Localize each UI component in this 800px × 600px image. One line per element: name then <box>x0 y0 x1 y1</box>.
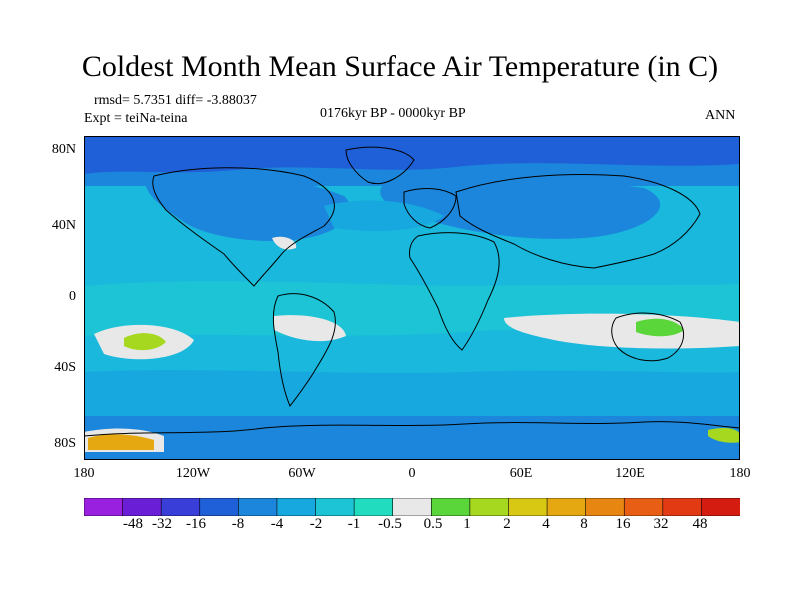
north-america-cold <box>144 172 351 242</box>
colorbar-swatch-6 <box>315 498 355 516</box>
australia-warm <box>636 318 684 337</box>
australia-coastline <box>611 312 684 362</box>
colorbar-swatch-11 <box>508 498 548 516</box>
lon-tick-0: 0 <box>408 466 416 481</box>
colorbar-label-p2: 2 <box>503 516 511 532</box>
colorbar-swatch-12 <box>546 498 587 516</box>
lat-tick-40s: 40S <box>54 360 76 375</box>
east-antarctic-warm <box>708 428 740 443</box>
antarctica-coastline <box>84 421 740 437</box>
lon-tick-120e: 120E <box>615 466 645 481</box>
map-frame <box>84 136 740 460</box>
lon-tick-120w: 120W <box>175 466 211 481</box>
colorbar <box>84 498 740 516</box>
eurasia-cold <box>380 176 661 239</box>
season-label: ANN <box>705 108 736 123</box>
colorbar-label-m2: -2 <box>309 516 323 532</box>
colorbar-label-m0-5: -0.5 <box>378 516 402 532</box>
colorbar-label-m1: -1 <box>347 516 361 532</box>
lon-tick-180e: 180 <box>729 466 751 481</box>
lat-tick-0: 0 <box>69 289 76 304</box>
colorbar-label-p16: 16 <box>615 516 631 532</box>
africa-coastline <box>409 232 500 351</box>
colorbar-label-p0-5: 0.5 <box>423 516 443 532</box>
colorbar-swatch-3 <box>199 498 240 516</box>
north-atlantic-band <box>324 200 444 232</box>
lat-tick-80s: 80S <box>54 436 76 451</box>
colorbar-label-m16: -16 <box>186 516 206 532</box>
colorbar-label-m48: -48 <box>123 516 143 532</box>
lon-tick-60e: 60E <box>509 466 533 481</box>
colorbar-label-m32: -32 <box>152 516 172 532</box>
colorbar-label-p1: 1 <box>463 516 471 532</box>
lon-tick-180w: 180 <box>73 466 95 481</box>
colorbar-swatch-16 <box>701 498 740 516</box>
colorbar-label-m8: -8 <box>231 516 245 532</box>
europe-coastline <box>403 188 457 229</box>
experiment-label: Expt = teiNa-teina <box>84 111 188 126</box>
indian-ocean-warm <box>504 313 740 349</box>
north-america-coastline <box>152 167 335 287</box>
temperature-map <box>84 136 740 460</box>
ross-sea-hot <box>88 434 154 450</box>
southern-ocean-band <box>84 370 740 416</box>
pacific-warm-core <box>124 333 166 351</box>
colorbar-label-m4: -4 <box>270 516 284 532</box>
lat-tick-80n: 80N <box>51 142 76 157</box>
colorbar-swatch-7 <box>353 498 394 516</box>
colorbar-swatch-9 <box>430 498 471 516</box>
colorbar-label-p8: 8 <box>580 516 588 532</box>
antarctic-band <box>84 416 740 460</box>
map-title: Coldest Month Mean Surface Air Temperatu… <box>81 50 719 83</box>
rmsd-diff-label: rmsd= 5.7351 diff= -3.88037 <box>94 93 257 108</box>
colorbar-swatch-8 <box>392 498 433 516</box>
colorbar-swatch-15 <box>662 498 703 516</box>
colorbar-label-p32: 32 <box>653 516 669 532</box>
colorbar-swatch-0 <box>84 498 124 516</box>
arctic-cold-region <box>84 136 740 174</box>
colorbar-swatch-13 <box>585 498 626 516</box>
lon-tick-60w: 60W <box>288 466 316 481</box>
asia-coastline <box>455 174 701 269</box>
south-atlantic-warm <box>274 315 346 342</box>
colorbar-swatch-14 <box>623 498 664 516</box>
colorbar-swatch-4 <box>238 498 278 516</box>
colorbar-label-p48: 48 <box>692 516 708 532</box>
colorbar-swatch-5 <box>276 498 317 516</box>
colorbar-swatch-1 <box>122 498 162 516</box>
lat-tick-40n: 40N <box>51 218 76 233</box>
south-america-coastline <box>272 293 336 407</box>
colorbar-label-p4: 4 <box>542 516 550 532</box>
colorbar-swatch-10 <box>469 498 510 516</box>
colorbar-swatch-2 <box>160 498 201 516</box>
greenland-coastline <box>345 146 415 184</box>
period-label: 0176kyr BP - 0000kyr BP <box>320 106 466 121</box>
